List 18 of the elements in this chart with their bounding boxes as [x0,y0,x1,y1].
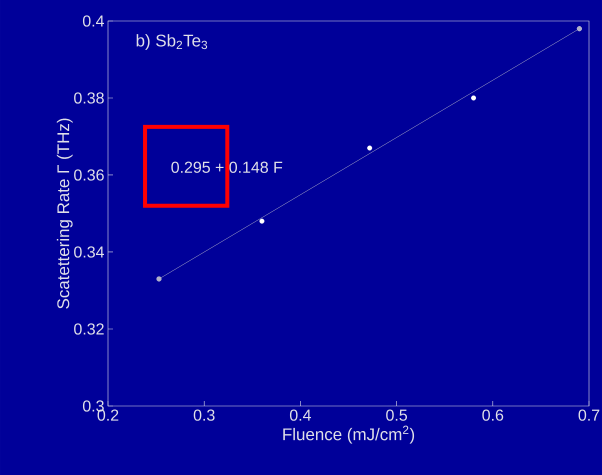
y-tick-label: 0.34 [74,246,104,258]
x-tick-label: 0.7 [578,410,600,421]
point [259,218,264,224]
x-tick-label: 0.2 [98,410,118,421]
point [367,146,372,151]
y-tick-label: 0.36 [74,169,104,181]
x-tick-label: 0.3 [194,410,215,421]
x-tick-label: 0.6 [482,410,504,421]
y-axis-title: Scatettering Rate Γ (THz) [56,118,73,309]
x-axis-title: Fluence (mJ/cm$^{2}$) [283,426,414,444]
text: b) Sb$_{2}$Te$_{3}$ [136,34,208,50]
y-tick-label: 0.4 [82,15,104,27]
x-tick-label: 0.4 [290,410,312,421]
point [471,95,476,100]
y-tick-label: 0.32 [74,323,104,335]
y-tick-label: 0.38 [74,92,104,104]
x-tick-label: 0.5 [386,410,408,421]
y-tick-label: 0.3 [82,400,104,412]
